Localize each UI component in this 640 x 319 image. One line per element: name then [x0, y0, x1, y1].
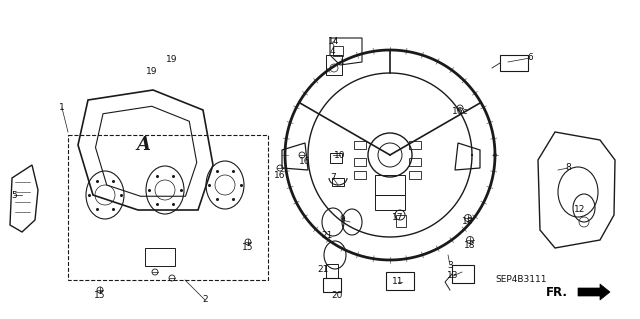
Polygon shape — [578, 284, 610, 300]
Text: 20: 20 — [332, 291, 342, 300]
Text: 7: 7 — [330, 174, 336, 182]
Text: 13: 13 — [447, 271, 459, 280]
Text: 21: 21 — [321, 231, 333, 240]
Bar — [68, 135, 268, 280]
Text: 10: 10 — [334, 151, 346, 160]
Text: 6: 6 — [527, 54, 533, 63]
Text: SEP4B3111: SEP4B3111 — [495, 276, 547, 285]
Text: 14: 14 — [328, 38, 340, 47]
Text: 16c: 16c — [452, 108, 468, 116]
Text: 11: 11 — [392, 278, 404, 286]
Bar — [409, 171, 421, 179]
Text: 19: 19 — [166, 56, 178, 64]
Text: FR.: FR. — [546, 286, 568, 299]
Text: 16: 16 — [275, 170, 285, 180]
Bar — [354, 171, 366, 179]
Text: 16: 16 — [300, 158, 311, 167]
Bar — [409, 158, 421, 166]
Bar — [354, 141, 366, 149]
Text: 18: 18 — [464, 241, 476, 249]
Bar — [386, 272, 414, 290]
Text: 19: 19 — [147, 68, 157, 77]
Text: A: A — [136, 136, 150, 154]
Text: 15: 15 — [94, 291, 106, 300]
Text: 15: 15 — [243, 243, 253, 253]
Bar — [500, 55, 528, 71]
Bar — [332, 178, 344, 186]
Text: 3: 3 — [447, 261, 453, 270]
Bar — [396, 215, 406, 227]
Bar — [452, 265, 474, 283]
Bar — [409, 141, 421, 149]
Text: 8: 8 — [565, 164, 571, 173]
Text: 5: 5 — [11, 190, 17, 199]
Text: 12: 12 — [574, 205, 586, 214]
Text: 4: 4 — [329, 48, 335, 56]
Bar — [326, 55, 342, 75]
Text: 21: 21 — [317, 265, 329, 275]
Text: 18: 18 — [462, 218, 474, 226]
Bar — [375, 195, 405, 210]
Bar — [145, 248, 175, 266]
Bar — [323, 278, 341, 292]
Text: 2: 2 — [202, 295, 208, 305]
Bar — [326, 264, 338, 278]
Text: 1: 1 — [59, 103, 65, 113]
Bar — [333, 46, 343, 56]
Text: 9: 9 — [339, 216, 345, 225]
Text: 17: 17 — [392, 213, 404, 222]
Bar — [354, 158, 366, 166]
Bar — [330, 153, 342, 163]
Bar — [375, 175, 405, 195]
